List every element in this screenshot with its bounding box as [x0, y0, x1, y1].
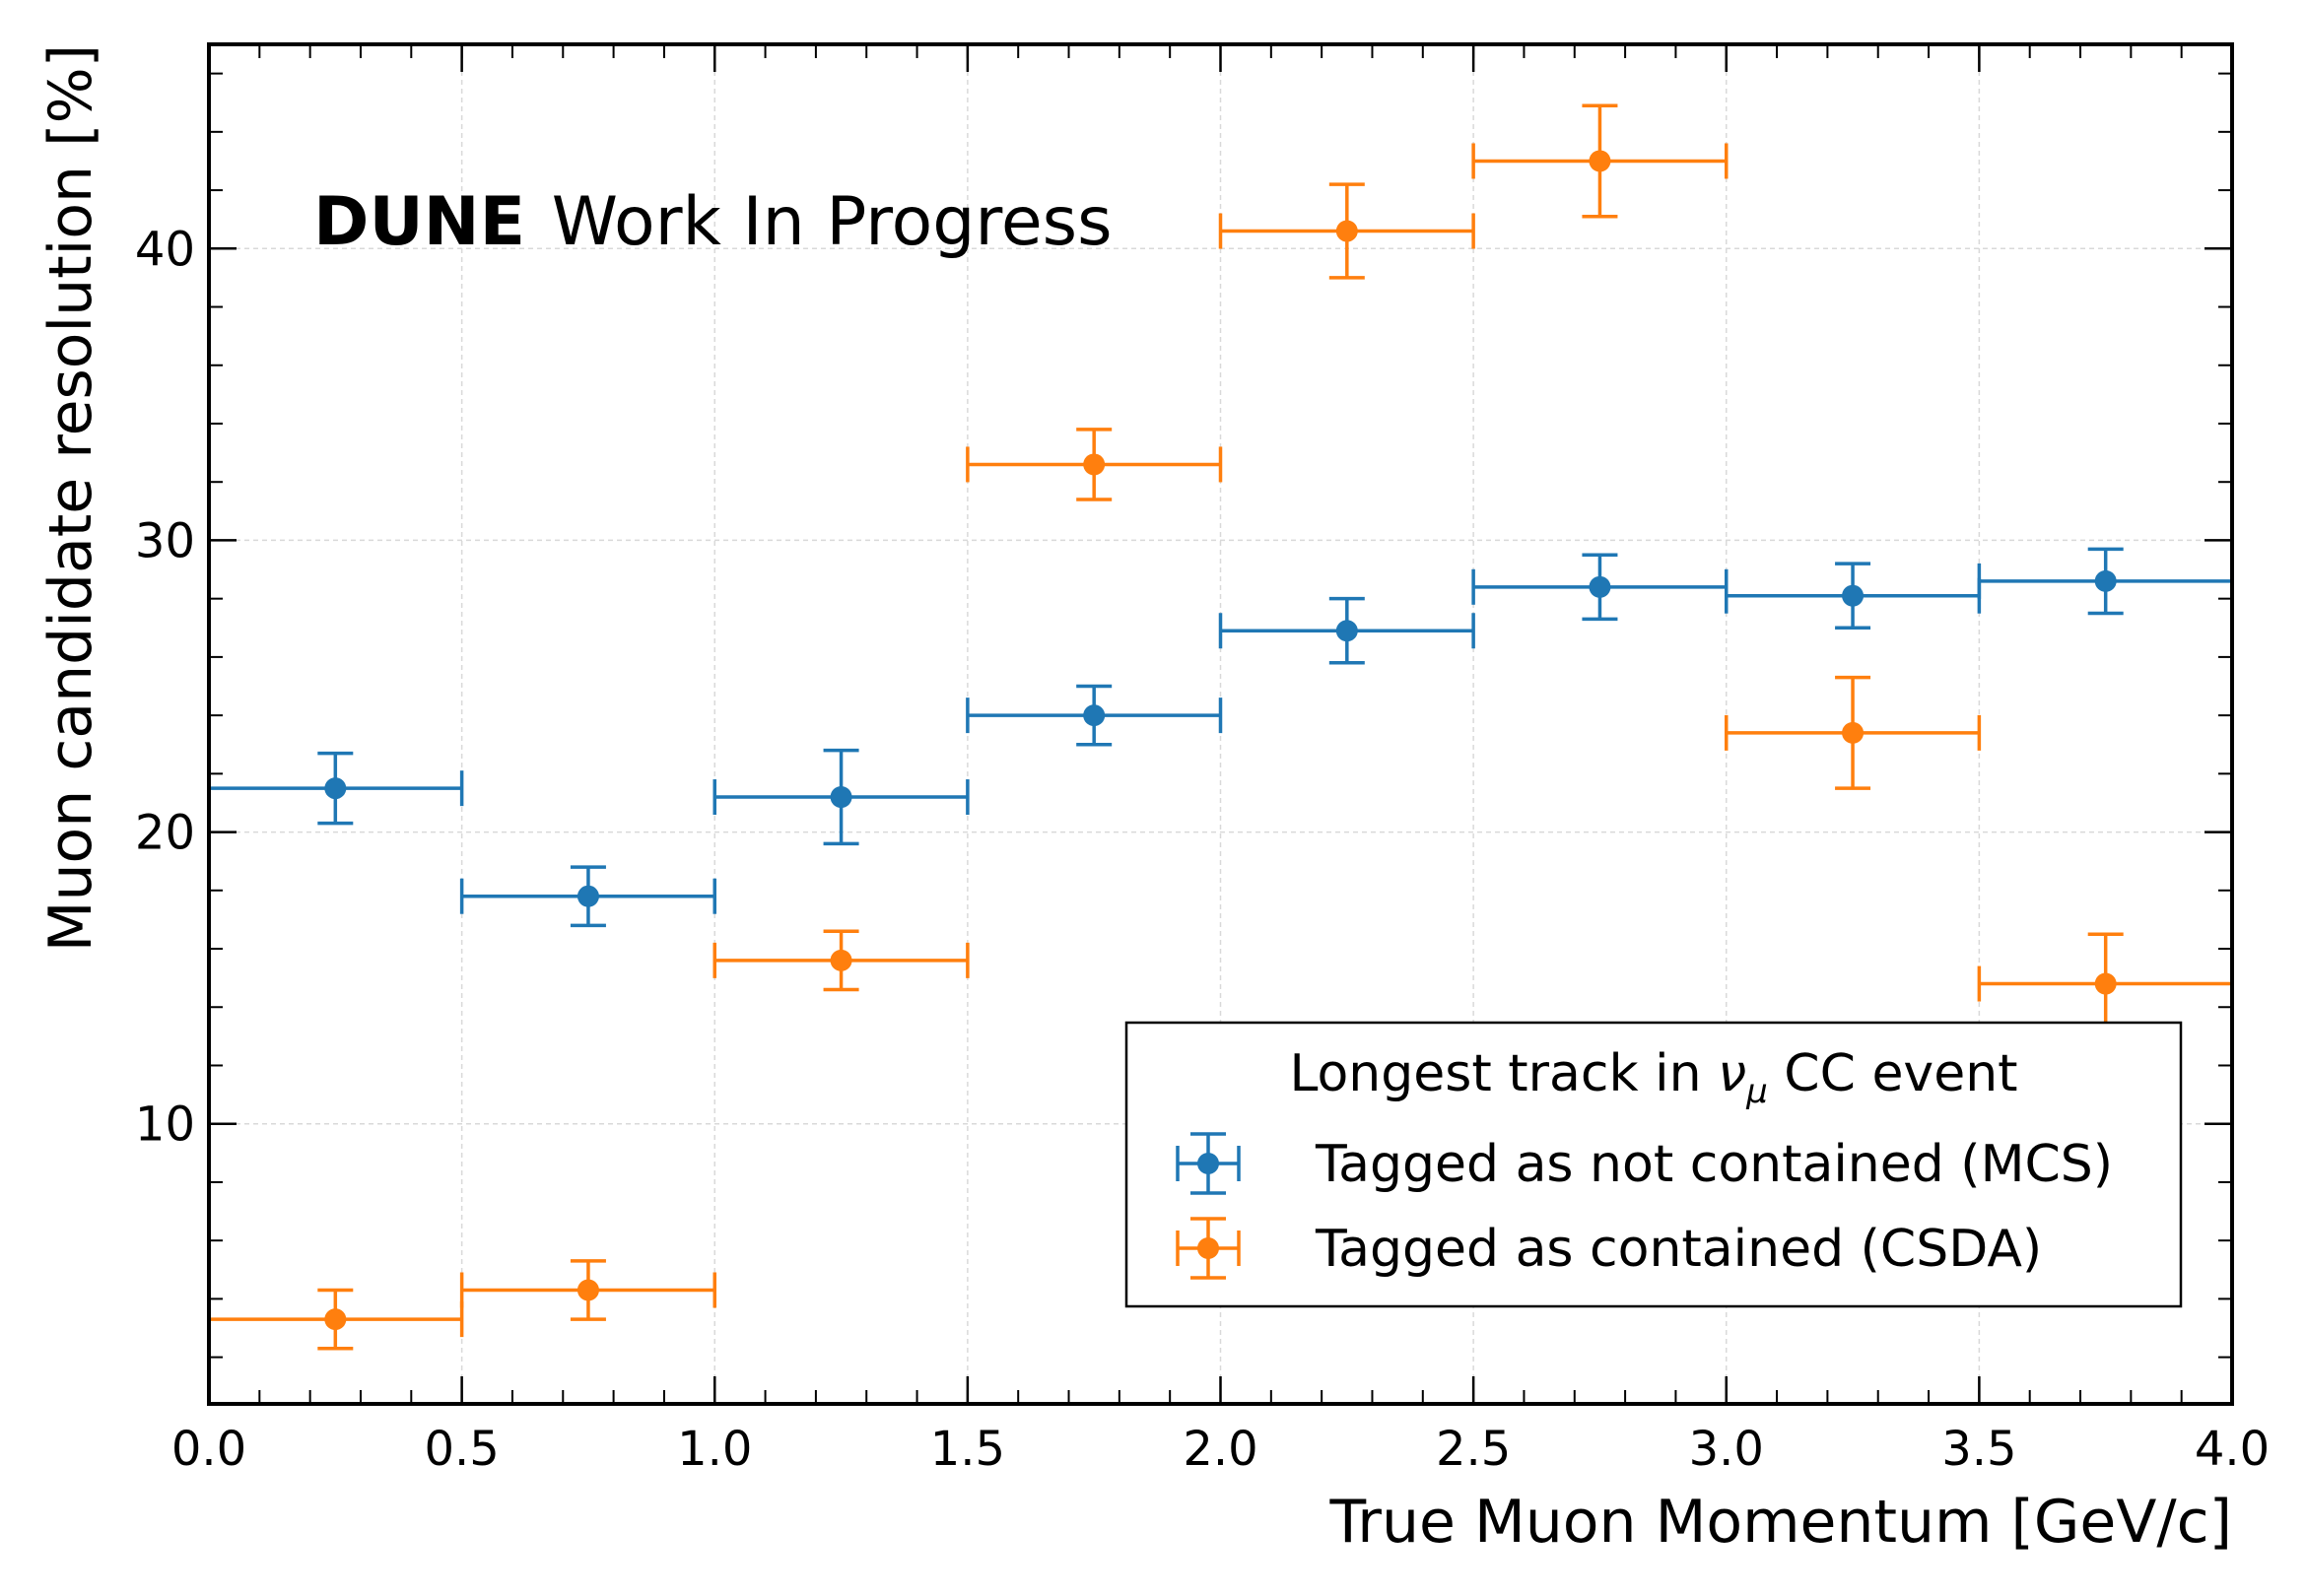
- y-axis-title: Muon candidate resolution [%]: [36, 44, 105, 952]
- data-marker: [1083, 704, 1106, 727]
- y-tick-labels: 10 20 30 40: [135, 222, 195, 1152]
- x-tick-label: 1.0: [677, 1422, 752, 1477]
- data-marker: [324, 1308, 347, 1331]
- data-marker: [1842, 584, 1865, 607]
- data-marker: [1589, 575, 1611, 598]
- legend-entry: Tagged as contained (CSDA): [1176, 1217, 2042, 1280]
- data-point: [459, 1259, 716, 1321]
- series-2: [207, 103, 2234, 1351]
- dune-logo-text: DUNE: [313, 183, 525, 261]
- data-point: [1977, 932, 2234, 1035]
- plot-frame: [207, 42, 2234, 1406]
- x-axis-title: True Muon Momentum [GeV/c]: [1328, 1488, 2232, 1557]
- data-point: [712, 929, 970, 992]
- legend-entries: Tagged as not contained (MCS) Tagged as c…: [1176, 1132, 2113, 1280]
- y-tick-label: 40: [135, 222, 195, 277]
- legend-title-suffix: CC event: [1768, 1044, 2018, 1103]
- data-marker: [2094, 972, 2117, 995]
- legend-title: Longest track in νμ CC event: [1289, 1044, 2017, 1111]
- data-point: [1471, 103, 1729, 219]
- x-tick-label: 0.5: [424, 1422, 499, 1477]
- data-marker: [1589, 150, 1611, 172]
- data-marker: [1335, 620, 1358, 642]
- data-point: [1218, 596, 1475, 665]
- x-tick-labels: 0.0 0.5 1.0 1.5 2.0 2.5 3.0 3.5 4.0: [171, 1422, 2270, 1477]
- legend-title-prefix: Longest track in: [1289, 1044, 1718, 1103]
- x-tick-label: 3.5: [1941, 1422, 2016, 1477]
- data-point: [712, 748, 970, 846]
- data-marker: [1335, 220, 1358, 242]
- legend-entry: Tagged as not contained (MCS): [1176, 1132, 2113, 1195]
- data-point: [459, 865, 716, 928]
- y-tick-label: 30: [135, 513, 195, 568]
- data-point: [966, 428, 1223, 501]
- data-point: [1218, 182, 1475, 280]
- data-point: [1471, 553, 1729, 622]
- data-marker: [2094, 569, 2117, 592]
- x-tick-label: 2.5: [1436, 1422, 1511, 1477]
- data-marker: [1842, 721, 1865, 744]
- data-marker: [830, 949, 852, 971]
- legend: Longest track in νμ CC event Tagged as n…: [1124, 1021, 2183, 1308]
- data-point: [966, 684, 1223, 747]
- legend-marker: [1197, 1237, 1219, 1259]
- data-marker: [576, 885, 599, 907]
- data-marker: [576, 1279, 599, 1301]
- x-tick-label: 2.0: [1183, 1422, 1257, 1477]
- legend-box: [1124, 1021, 2183, 1308]
- data-series: [207, 103, 2234, 1351]
- x-tick-label: 0.0: [171, 1422, 246, 1477]
- legend-title-symbol: ν: [1718, 1044, 1746, 1103]
- legend-title-subscript: μ: [1745, 1072, 1768, 1111]
- data-marker: [324, 777, 347, 800]
- work-in-progress-text: Work In Progress: [530, 183, 1112, 261]
- y-tick-label: 20: [135, 806, 195, 861]
- data-marker: [1083, 453, 1106, 476]
- legend-label: Tagged as not contained (MCS): [1315, 1135, 2113, 1194]
- legend-marker: [1197, 1153, 1219, 1174]
- dune-work-in-progress-label: DUNE Work In Progress: [313, 183, 1113, 261]
- major-ticks: [207, 44, 2234, 1404]
- y-tick-label: 10: [135, 1097, 195, 1153]
- x-tick-label: 4.0: [2195, 1422, 2270, 1477]
- x-tick-label: 1.5: [930, 1422, 1005, 1477]
- data-point: [207, 1288, 464, 1351]
- data-marker: [830, 786, 852, 809]
- x-tick-label: 3.0: [1689, 1422, 1764, 1477]
- series-1: [207, 547, 2234, 928]
- data-point: [1725, 675, 1982, 790]
- legend-label: Tagged as contained (CSDA): [1315, 1220, 2042, 1279]
